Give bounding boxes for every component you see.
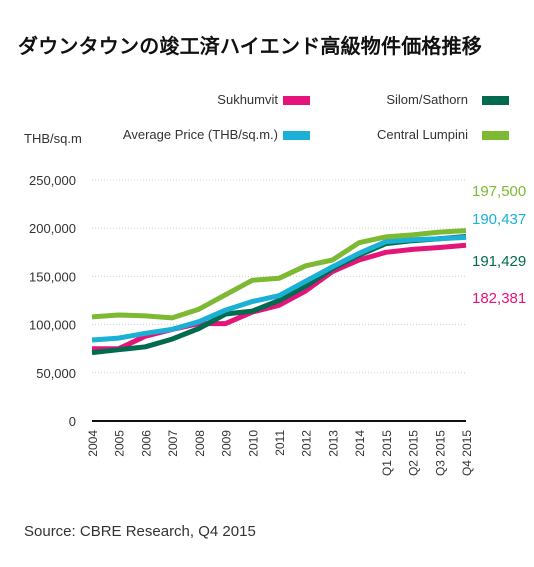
x-tick-label: Q4 2015 xyxy=(460,430,474,476)
legend-swatch-average-price xyxy=(283,131,310,140)
x-tick-label: Q1 2015 xyxy=(380,430,394,476)
x-tick-label: 2007 xyxy=(166,430,180,457)
y-tick-label: 50,000 xyxy=(36,366,76,381)
legend-swatch-sukhumvit xyxy=(283,96,310,105)
x-tick-label: 2010 xyxy=(246,430,260,457)
x-tick-label: Q3 2015 xyxy=(433,430,447,476)
legend-label-average-price: Average Price (THB/sq.m.) xyxy=(122,127,278,142)
legend-label-silom-sathorn: Silom/Sathorn xyxy=(386,92,468,107)
end-value-label-silom-sathorn: 191,429 xyxy=(472,253,526,270)
end-value-label-central-lumpini: 197,500 xyxy=(472,183,526,200)
x-tick-label: 2008 xyxy=(193,430,207,457)
x-tick-label: 2005 xyxy=(113,430,127,457)
x-tick-label: 2013 xyxy=(326,430,340,457)
x-tick-label: 2012 xyxy=(300,430,314,457)
legend-swatch-silom-sathorn xyxy=(482,96,509,105)
y-tick-label: 100,000 xyxy=(29,318,76,333)
legend-label-sukhumvit: Sukhumvit xyxy=(217,92,278,107)
end-value-label-sukhumvit: 182,381 xyxy=(472,290,526,307)
x-tick-label: Q2 2015 xyxy=(407,430,421,476)
x-tick-label: 2009 xyxy=(220,430,234,457)
y-tick-label: 200,000 xyxy=(29,221,76,236)
series-line-average-price-thb-sq-m xyxy=(91,234,467,343)
legend-label-central-lumpini: Central Lumpini xyxy=(376,127,468,142)
x-tick-label: 2014 xyxy=(353,430,367,457)
y-axis-label: THB/sq.m xyxy=(24,131,82,146)
x-tick-label: 2006 xyxy=(139,430,153,457)
end-value-label-average-price-thb-sq-m: 190,437 xyxy=(472,211,526,228)
y-tick-label: 0 xyxy=(69,414,76,429)
y-tick-label: 250,000 xyxy=(29,173,76,188)
legend-swatch-central-lumpini xyxy=(482,131,509,140)
y-tick-label: 150,000 xyxy=(29,269,76,284)
x-tick-label: 2004 xyxy=(86,430,100,457)
series-line-central-lumpini xyxy=(91,228,467,321)
chart-title: ダウンタウンの竣工済ハイエンド高級物件価格推移 xyxy=(18,34,482,58)
source-note: Source: CBRE Research, Q4 2015 xyxy=(24,523,256,540)
x-tick-label: 2011 xyxy=(273,430,287,456)
